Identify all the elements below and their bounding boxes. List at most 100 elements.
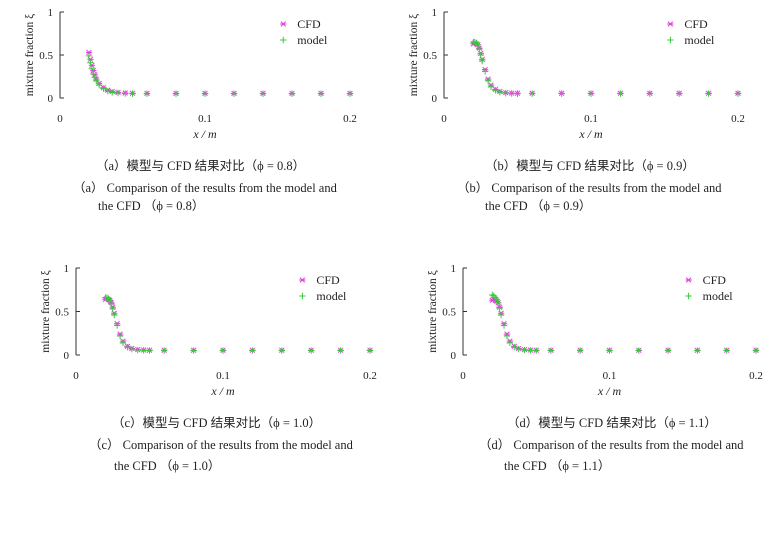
model-point (337, 347, 344, 354)
model-point (108, 300, 115, 307)
y-axis-label: mixture fraction ξ (408, 14, 420, 96)
model-point (705, 90, 712, 97)
model-point (109, 89, 116, 96)
panel-a: 0 0.5 1 0 0.1 0.2 x / m mixture fraction ξ CFD mo… (0, 0, 388, 240)
legend-marker-model (685, 292, 692, 300)
legend-label-CFD: CFD (316, 273, 340, 287)
y-axis-label: mixture fraction ξ (427, 270, 439, 352)
x-tick-label: 0.1 (603, 370, 617, 382)
model-point (87, 59, 94, 66)
model-point (515, 345, 522, 353)
y-tick-label: 1 (432, 7, 438, 19)
y-tick-label: 0.5 (55, 307, 69, 319)
legend-label-model: model (297, 33, 328, 47)
model-point (116, 332, 124, 340)
model-point (529, 90, 536, 97)
model-point (111, 311, 118, 319)
panel-c: 0 0.5 1 0 0.1 0.2 x / m mixture fraction ξ CFD mo… (0, 258, 388, 528)
model-point (500, 322, 508, 329)
model-point (487, 83, 495, 91)
legend-label-model: model (703, 289, 734, 303)
model-point (122, 90, 129, 97)
model-point (346, 90, 354, 97)
model-point (497, 311, 505, 319)
panel-b: 0 0.5 1 0 0.1 0.2 x / m mixture fraction ξ CFD mo… (388, 0, 776, 240)
model-point (496, 88, 504, 96)
y-axis-label: mixture fraction ξ (40, 270, 52, 352)
chart-c: 0 0.5 1 0 0.1 0.2 x / m mixture fraction ξ CFD mo… (40, 263, 377, 398)
model-point (479, 57, 486, 65)
model-point (95, 81, 103, 89)
model-point (161, 347, 168, 354)
model-point (93, 77, 100, 84)
model-point (106, 296, 114, 304)
caption-a-zh: （a）模型与 CFD 结果对比（ϕ = 0.8） (96, 159, 306, 173)
x-tick-label: 0.1 (216, 370, 230, 382)
chart-d: 0 0.5 1 0 0.1 0.2 x / m mixture fraction ξ CFD mo… (427, 263, 763, 398)
x-axis-label: x / m (192, 127, 217, 141)
model-point (114, 89, 122, 97)
model-point (100, 85, 107, 92)
model-point (606, 347, 613, 354)
caption-d-en-line2: the CFD （ϕ = 1.1） (504, 459, 611, 473)
caption-a-en-line2: the CFD （ϕ = 0.8） (98, 199, 205, 213)
x-tick-label: 0 (57, 113, 63, 125)
panel-d: 0 0.5 1 0 0.1 0.2 x / m mixture fraction ξ CFD mo… (388, 258, 776, 528)
model-point (85, 52, 93, 60)
series-model (470, 38, 742, 97)
y-tick-label: 0 (432, 93, 438, 105)
x-tick-label: 0.1 (198, 113, 212, 125)
model-point (492, 87, 499, 94)
model-point (493, 296, 500, 303)
x-tick-label: 0.2 (731, 113, 745, 125)
model-point (490, 292, 497, 300)
model-point (484, 77, 492, 84)
chart-b: 0 0.5 1 0 0.1 0.2 x / m mixture fraction ξ CFD mo… (408, 7, 745, 141)
y-tick-label: 0 (451, 350, 457, 362)
model-point (664, 347, 672, 354)
model-point (496, 304, 503, 312)
legend-label-model: model (684, 33, 715, 47)
model-point (558, 90, 565, 97)
series-CFD (102, 295, 374, 353)
y-axis-label: mixture fraction ξ (24, 14, 36, 96)
legend-marker-model (667, 36, 674, 44)
x-axis-label: x / m (578, 127, 603, 141)
legend-marker-CFD (667, 21, 674, 27)
series-model (102, 294, 374, 354)
model-point (506, 339, 514, 347)
x-tick-label: 0 (460, 370, 466, 382)
series-model (489, 291, 760, 354)
legend-marker-model (299, 292, 306, 300)
y-tick-label: 0 (64, 350, 70, 362)
x-tick-label: 0 (441, 113, 447, 125)
model-point (508, 90, 515, 97)
model-point (694, 347, 701, 354)
model-point (481, 68, 489, 75)
y-tick-label: 0.5 (442, 307, 456, 319)
caption-d-en-line1: （d） Comparison of the results from the m… (479, 438, 744, 452)
model-point (752, 347, 760, 354)
model-point (477, 51, 484, 59)
model-point (124, 343, 131, 351)
model-point (190, 347, 197, 354)
model-point (308, 347, 315, 354)
caption-b-en-line2: the CFD （ϕ = 0.9） (485, 199, 592, 213)
model-point (90, 70, 97, 78)
model-point (259, 90, 267, 97)
caption-c-en-line1: （c） Comparison of the results from the m… (89, 438, 353, 452)
legend-label-CFD: CFD (684, 17, 708, 31)
legend-label-CFD: CFD (297, 17, 321, 31)
model-point (503, 332, 511, 340)
chart-a: 0 0.5 1 0 0.1 0.2 x / m mixture fraction ξ CFD mo… (24, 7, 357, 141)
x-tick-label: 0.2 (363, 370, 377, 382)
model-point (129, 90, 136, 97)
y-tick-label: 0 (48, 93, 54, 105)
model-point (172, 90, 180, 97)
series-model (85, 52, 354, 97)
model-point (201, 90, 209, 97)
model-point (577, 347, 584, 354)
caption-a-en-line1: （a） Comparison of the results from the m… (73, 181, 337, 195)
model-point (88, 65, 96, 72)
model-point (502, 89, 509, 97)
